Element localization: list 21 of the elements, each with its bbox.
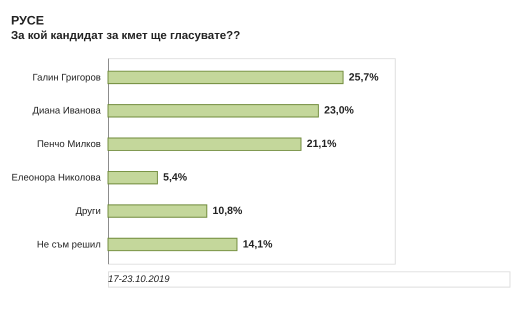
y-tick-label: Галин Григоров (32, 72, 101, 84)
bar (108, 138, 302, 151)
y-tick-label: Пенчо Милков (36, 139, 101, 150)
data-label: 21,1% (306, 138, 338, 150)
bar (108, 238, 238, 252)
bar (108, 204, 208, 218)
y-tick-label: Други (76, 206, 101, 217)
data-label: 10,8% (212, 204, 243, 217)
y-tick-label: Не съм решил (36, 239, 101, 250)
bar (108, 170, 158, 184)
data-label: 23,0% (324, 104, 355, 117)
y-tick-label: Елеонора Николова (12, 172, 102, 184)
bar (108, 70, 344, 84)
chart-subtitle: За кой кандидат за кмет ще гласувате?? (10, 30, 240, 42)
bar (108, 104, 319, 118)
data-label: 25,7% (348, 71, 380, 84)
chart-title: РУСЕ (10, 14, 44, 28)
text: 17-23.10.2019 (108, 274, 170, 285)
data-label: 14,1% (242, 238, 274, 250)
y-tick-label: Диана Иванова (32, 106, 102, 117)
data-label: 5,4% (163, 172, 188, 184)
